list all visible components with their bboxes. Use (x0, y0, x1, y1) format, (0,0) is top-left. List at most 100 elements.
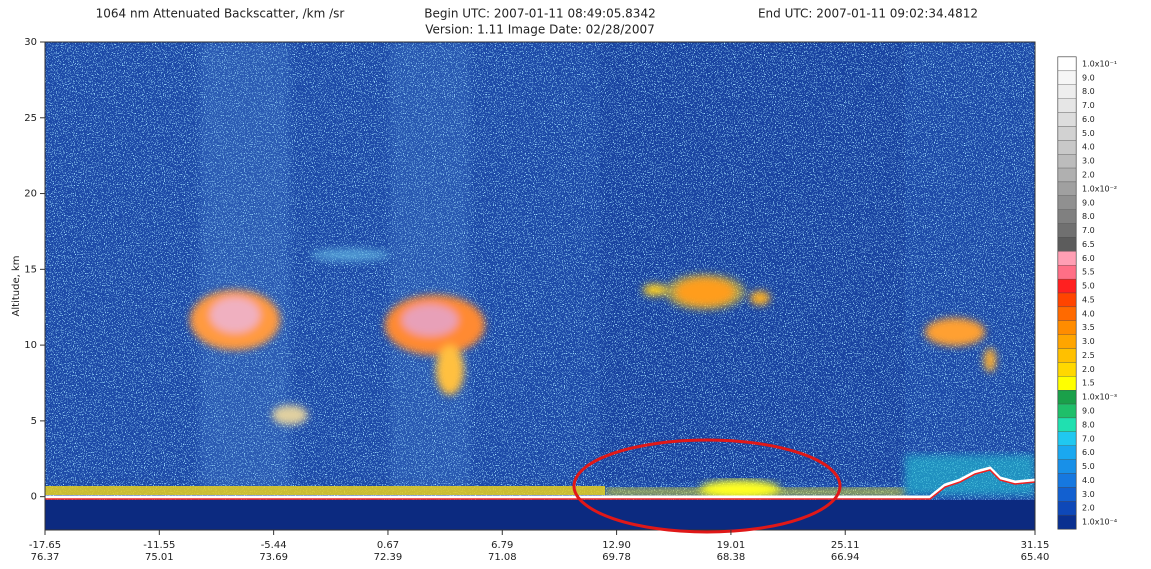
colorbar-label: 8.0 (1082, 420, 1095, 429)
colorbar-label: 2.5 (1082, 351, 1095, 360)
colorbar-label: 2.0 (1082, 365, 1095, 374)
colorbar-swatch (1058, 140, 1076, 154)
colorbar-swatch (1058, 182, 1076, 196)
colorbar-label: 5.0 (1082, 282, 1095, 291)
colorbar-swatch (1058, 418, 1076, 432)
colorbar-swatch (1058, 196, 1076, 210)
colorbar-label: 1.5 (1082, 379, 1095, 388)
colorbar-swatch (1058, 224, 1076, 238)
x-tick-label-lat: 12.90 (602, 540, 631, 551)
x-tick-label-lat: -11.55 (143, 540, 175, 551)
x-tick-label-lon: 65.40 (1021, 552, 1050, 563)
colorbar-label: 8.0 (1082, 212, 1095, 221)
colorbar-label: 5.0 (1082, 462, 1095, 471)
x-tick-label-lon: 75.01 (145, 552, 174, 563)
colorbar-label: 1.0x10⁻⁴ (1082, 518, 1117, 527)
colorbar-swatch (1058, 279, 1076, 293)
x-tick-label-lat: 0.67 (377, 540, 399, 551)
colorbar-label: 7.0 (1082, 434, 1095, 443)
backscatter-curtain (45, 42, 1035, 530)
x-tick-label-lon: 76.37 (31, 552, 60, 563)
colorbar-swatch (1058, 376, 1076, 390)
colorbar-label: 1.0x10⁻³ (1082, 393, 1117, 402)
colorbar-swatch (1058, 99, 1076, 113)
colorbar-swatch (1058, 515, 1076, 529)
colorbar-label: 4.0 (1082, 309, 1095, 318)
y-axis-label: Altitude, km (11, 256, 22, 317)
colorbar-swatch (1058, 446, 1076, 460)
colorbar-label: 1.0x10⁻² (1082, 184, 1117, 193)
colorbar-swatch (1058, 113, 1076, 127)
title: 1064 nm Attenuated Backscatter, /km /sr (96, 7, 345, 21)
colorbar-label: 5.5 (1082, 268, 1095, 277)
colorbar-label: 4.5 (1082, 295, 1095, 304)
colorbar-label: 6.0 (1082, 115, 1095, 124)
colorbar-label: 6.0 (1082, 448, 1095, 457)
colorbar-swatch (1058, 251, 1076, 265)
colorbar-swatch (1058, 349, 1076, 363)
colorbar-swatch (1058, 432, 1076, 446)
colorbar-swatch (1058, 460, 1076, 474)
chart: 1064 nm Attenuated Backscatter, /km /sr … (0, 0, 1151, 569)
x-tick-label-lat: 31.15 (1021, 540, 1050, 551)
colorbar-swatch (1058, 168, 1076, 182)
colorbar-label: 8.0 (1082, 87, 1095, 96)
x-tick-label-lon: 66.94 (831, 552, 860, 563)
colorbar-label: 7.0 (1082, 226, 1095, 235)
colorbar-label: 9.0 (1082, 407, 1095, 416)
colorbar-label: 4.0 (1082, 476, 1095, 485)
colorbar-swatch (1058, 335, 1076, 349)
y-tick-label: 5 (31, 416, 37, 427)
colorbar-label: 9.0 (1082, 198, 1095, 207)
y-tick-label: 30 (24, 37, 37, 48)
colorbar-swatch (1058, 487, 1076, 501)
colorbar-label: 6.0 (1082, 254, 1095, 263)
x-tick-label-lon: 69.78 (602, 552, 631, 563)
colorbar-label: 2.0 (1082, 504, 1095, 513)
colorbar-swatch (1058, 57, 1076, 71)
colorbar-swatch (1058, 71, 1076, 85)
subtitle: Version: 1.11 Image Date: 02/28/2007 (425, 23, 655, 37)
colorbar-label: 1.0x10⁻¹ (1082, 59, 1117, 68)
y-tick-label: 20 (24, 189, 37, 200)
colorbar-label: 4.0 (1082, 143, 1095, 152)
colorbar-swatch (1058, 390, 1076, 404)
colorbar-label: 3.0 (1082, 337, 1095, 346)
colorbar-swatch (1058, 85, 1076, 99)
colorbar-swatch (1058, 321, 1076, 335)
x-tick-label-lon: 71.08 (488, 552, 517, 563)
colorbar-swatch (1058, 265, 1076, 279)
colorbar-label: 5.0 (1082, 129, 1095, 138)
x-tick-label-lat: -17.65 (29, 540, 61, 551)
colorbar-swatch (1058, 307, 1076, 321)
colorbar-label: 7.0 (1082, 101, 1095, 110)
colorbar-swatch (1058, 126, 1076, 140)
colorbar-swatch (1058, 293, 1076, 307)
y-tick-label: 15 (24, 264, 37, 275)
colorbar-swatch (1058, 210, 1076, 224)
colorbar-label: 2.0 (1082, 171, 1095, 180)
colorbar-swatch (1058, 237, 1076, 251)
x-tick-label-lon: 73.69 (259, 552, 288, 563)
colorbar-swatch (1058, 362, 1076, 376)
x-tick-label-lon: 72.39 (374, 552, 403, 563)
colorbar-label: 9.0 (1082, 73, 1095, 82)
end-time: End UTC: 2007-01-11 09:02:34.4812 (758, 7, 978, 21)
colorbar-label: 3.0 (1082, 157, 1095, 166)
colorbar-label: 6.5 (1082, 240, 1095, 249)
colorbar-swatch (1058, 473, 1076, 487)
x-tick-label-lat: 6.79 (491, 540, 513, 551)
y-tick-label: 25 (24, 113, 37, 124)
begin-time: Begin UTC: 2007-01-11 08:49:05.8342 (424, 7, 655, 21)
x-tick-label-lon: 68.38 (717, 552, 746, 563)
colorbar-label: 3.5 (1082, 323, 1095, 332)
colorbar-swatch (1058, 404, 1076, 418)
colorbar-label: 3.0 (1082, 490, 1095, 499)
x-tick-label-lat: -5.44 (261, 540, 287, 551)
colorbar-swatch (1058, 154, 1076, 168)
x-tick-label-lat: 25.11 (831, 540, 860, 551)
y-tick-label: 0 (31, 492, 37, 503)
y-tick-label: 10 (24, 340, 37, 351)
colorbar-swatch (1058, 501, 1076, 515)
x-tick-label-lat: 19.01 (717, 540, 746, 551)
